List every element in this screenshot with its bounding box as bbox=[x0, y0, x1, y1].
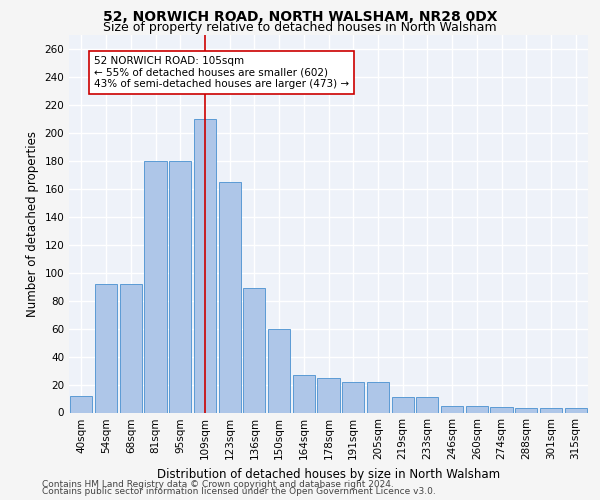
Text: 52, NORWICH ROAD, NORTH WALSHAM, NR28 0DX: 52, NORWICH ROAD, NORTH WALSHAM, NR28 0D… bbox=[103, 10, 497, 24]
Bar bbox=[416, 397, 439, 412]
Y-axis label: Number of detached properties: Number of detached properties bbox=[26, 130, 39, 317]
Text: 52 NORWICH ROAD: 105sqm
← 55% of detached houses are smaller (602)
43% of semi-d: 52 NORWICH ROAD: 105sqm ← 55% of detache… bbox=[94, 56, 349, 89]
Text: Size of property relative to detached houses in North Walsham: Size of property relative to detached ho… bbox=[103, 21, 497, 34]
Bar bbox=[441, 406, 463, 412]
Bar bbox=[540, 408, 562, 412]
Bar bbox=[342, 382, 364, 412]
Bar bbox=[194, 119, 216, 412]
Bar bbox=[243, 288, 265, 412]
Bar bbox=[169, 161, 191, 412]
Text: Contains HM Land Registry data © Crown copyright and database right 2024.: Contains HM Land Registry data © Crown c… bbox=[42, 480, 394, 489]
Bar bbox=[367, 382, 389, 412]
Bar bbox=[218, 182, 241, 412]
Bar bbox=[317, 378, 340, 412]
Bar bbox=[119, 284, 142, 412]
Bar bbox=[293, 375, 315, 412]
Text: Contains public sector information licensed under the Open Government Licence v3: Contains public sector information licen… bbox=[42, 487, 436, 496]
Bar bbox=[145, 161, 167, 412]
Bar bbox=[70, 396, 92, 412]
Bar bbox=[392, 397, 414, 412]
Bar bbox=[466, 406, 488, 412]
Bar bbox=[515, 408, 538, 412]
Bar bbox=[565, 408, 587, 412]
Bar bbox=[268, 328, 290, 412]
Bar bbox=[95, 284, 117, 412]
Bar bbox=[490, 407, 512, 412]
X-axis label: Distribution of detached houses by size in North Walsham: Distribution of detached houses by size … bbox=[157, 468, 500, 481]
